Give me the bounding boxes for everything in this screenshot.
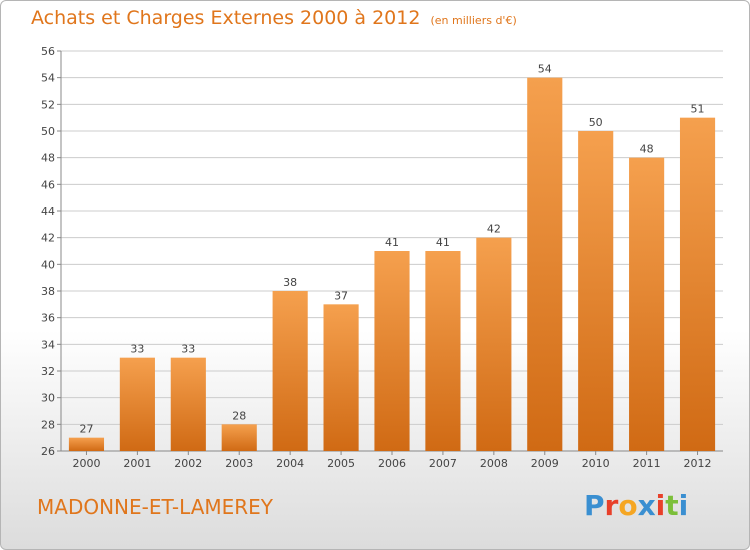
- bar-value-label: 28: [232, 409, 246, 422]
- bar-value-label: 38: [283, 276, 297, 289]
- bar-value-label: 48: [640, 143, 654, 156]
- bar-2006: [374, 251, 410, 451]
- x-tick-label: 2005: [327, 457, 355, 470]
- bar-value-label: 37: [334, 289, 348, 302]
- bar-value-label: 51: [691, 103, 705, 116]
- bar-2007: [425, 251, 461, 451]
- bar-2000: [68, 437, 105, 451]
- x-tick-label: 2002: [174, 457, 202, 470]
- bar-value-label: 54: [538, 63, 552, 76]
- bar-2003: [221, 424, 257, 451]
- bar-value-label: 33: [130, 343, 144, 356]
- x-tick-label: 2003: [225, 457, 253, 470]
- bar-2011: [629, 157, 665, 451]
- bar-2001: [119, 357, 155, 451]
- bar-value-label: 42: [487, 223, 501, 236]
- chart-title-unit: (en milliers d'€): [430, 14, 517, 27]
- x-tick-label: 2006: [378, 457, 406, 470]
- logo-letter: x: [637, 489, 656, 522]
- y-tick-label: 48: [41, 152, 55, 165]
- x-tick-label: 2011: [633, 457, 661, 470]
- bar-value-label: 41: [436, 236, 450, 249]
- x-tick-label: 2010: [582, 457, 610, 470]
- x-tick-label: 2008: [480, 457, 508, 470]
- axis-layer: 26 28 30 32 34 36 38 40 42 44 46 48 50 52 54 56 2000 2001…: [41, 45, 723, 470]
- bar-2002: [170, 357, 206, 451]
- x-tick-label: 2000: [72, 457, 100, 470]
- y-tick-label: 52: [41, 98, 55, 111]
- bar-2008: [476, 237, 512, 451]
- y-tick-label: 54: [41, 72, 55, 85]
- y-tick-label: 50: [41, 125, 55, 138]
- bar-value-label: 27: [79, 423, 93, 436]
- logo-letter: i: [655, 489, 666, 522]
- y-tick-label: 38: [41, 285, 55, 298]
- logo-letter: i: [678, 489, 689, 522]
- bar-value-label: 50: [589, 116, 603, 129]
- bar-value-label: 33: [181, 343, 195, 356]
- y-tick-label: 42: [41, 232, 55, 245]
- bar-layer: [68, 77, 716, 452]
- x-tick-label: 2007: [429, 457, 457, 470]
- y-tick-label: 56: [41, 45, 55, 58]
- x-tick-label: 2004: [276, 457, 304, 470]
- x-tick-label: 2012: [684, 457, 712, 470]
- y-tick-label: 28: [41, 418, 55, 431]
- label-layer: 27 33 33 28 38 37 41 41 42 54 50 48 51: [79, 63, 704, 436]
- bar-2004: [272, 291, 308, 451]
- y-tick-label: 44: [41, 205, 55, 218]
- logo-letter: P: [584, 489, 605, 522]
- y-tick-label: 46: [41, 178, 55, 191]
- bar-value-label: 41: [385, 236, 399, 249]
- x-tick-label: 2001: [123, 457, 151, 470]
- commune-name: MADONNE-ET-LAMEREY: [37, 495, 274, 519]
- y-tick-label: 36: [41, 312, 55, 325]
- proxiti-logo: Proxiti: [584, 489, 688, 522]
- x-tick-label: 2009: [531, 457, 559, 470]
- y-tick-label: 26: [41, 445, 55, 458]
- logo-letter: r: [604, 489, 619, 522]
- y-tick-label: 34: [41, 338, 55, 351]
- y-tick-label: 30: [41, 392, 55, 405]
- bar-2010: [578, 131, 614, 451]
- logo-letter: t: [665, 489, 679, 522]
- bar-2005: [323, 304, 359, 451]
- logo-letter: o: [618, 489, 638, 522]
- y-tick-label: 32: [41, 365, 55, 378]
- chart-title: Achats et Charges Externes 2000 à 2012 (e…: [31, 7, 517, 29]
- y-tick-label: 40: [41, 258, 55, 271]
- bar-2012: [679, 117, 716, 452]
- bar-2009: [527, 77, 563, 452]
- chart-title-text: Achats et Charges Externes 2000 à 2012: [31, 7, 421, 29]
